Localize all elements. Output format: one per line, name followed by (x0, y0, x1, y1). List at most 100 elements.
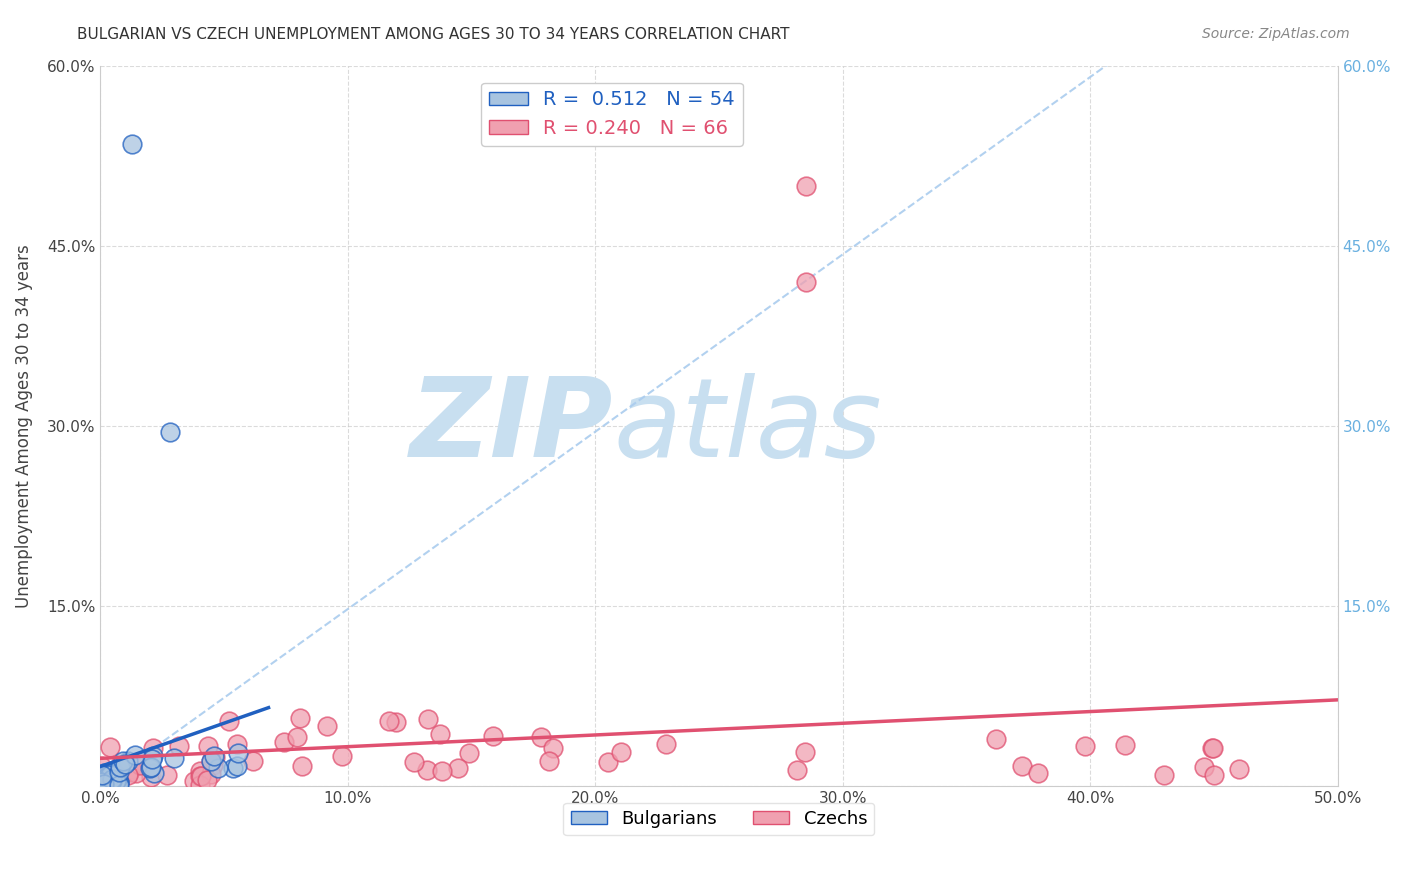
Point (316, 719, 339, 733)
Point (538, 754, 561, 768)
Point (228, 746, 250, 760)
Point (159, 425, 181, 439)
Point (108, 757, 131, 772)
Point (530, 730, 553, 744)
Point (105, 772, 128, 786)
Point (377, 714, 399, 728)
Point (163, 751, 186, 765)
Point (100, 766, 122, 780)
Point (93, 775, 115, 789)
Point (103, 776, 125, 790)
Point (481, 729, 503, 743)
Point (124, 748, 146, 763)
Point (98, 774, 121, 789)
Point (200, 767, 222, 781)
Point (1227, 762, 1250, 776)
Point (96, 779, 118, 793)
Point (984, 732, 1007, 747)
Point (786, 763, 808, 777)
Point (93, 777, 115, 791)
Point (93, 765, 115, 780)
Point (128, 758, 150, 772)
Point (458, 746, 481, 760)
Y-axis label: Unemployment Among Ages 30 to 34 years: Unemployment Among Ages 30 to 34 years (15, 244, 32, 608)
Point (207, 761, 229, 775)
Point (1073, 739, 1095, 753)
Point (202, 749, 225, 764)
Point (108, 775, 131, 789)
Point (200, 754, 222, 768)
Point (97, 766, 120, 780)
Point (112, 758, 135, 772)
Point (188, 778, 211, 792)
Point (101, 772, 124, 786)
Point (416, 712, 439, 726)
Point (105, 779, 128, 793)
Point (654, 737, 676, 751)
Point (197, 739, 219, 753)
Point (101, 766, 124, 780)
Point (90, 759, 112, 773)
Point (195, 773, 218, 788)
Text: atlas: atlas (614, 373, 883, 480)
Point (416, 763, 439, 777)
Point (125, 765, 148, 780)
Point (794, 746, 817, 760)
Point (222, 761, 245, 775)
Point (121, 136, 143, 151)
Point (1114, 738, 1136, 752)
Point (104, 778, 127, 792)
Point (96, 768, 118, 782)
Point (429, 727, 451, 741)
Point (204, 750, 226, 764)
Point (98, 739, 121, 754)
Point (112, 754, 135, 768)
Text: BULGARIAN VS CZECH UNEMPLOYMENT AMONG AGES 30 TO 34 YEARS CORRELATION CHART: BULGARIAN VS CZECH UNEMPLOYMENT AMONG AG… (77, 27, 790, 42)
Point (330, 748, 353, 763)
Point (90, 772, 112, 787)
Point (139, 760, 162, 774)
Point (273, 735, 295, 749)
Point (91, 778, 114, 792)
Point (430, 764, 453, 778)
Point (610, 745, 633, 759)
Point (1011, 759, 1033, 773)
Point (541, 740, 564, 755)
Point (104, 773, 127, 788)
Point (108, 775, 131, 789)
Point (114, 757, 136, 772)
Point (291, 759, 314, 773)
Point (117, 765, 139, 780)
Point (226, 737, 249, 751)
Text: ZIP: ZIP (411, 373, 614, 480)
Point (103, 777, 125, 791)
Point (117, 754, 139, 768)
Point (285, 731, 308, 745)
Point (90, 775, 112, 789)
Point (188, 764, 211, 779)
Point (90, 768, 112, 782)
Point (97, 768, 120, 782)
Point (93, 777, 115, 791)
Point (108, 778, 131, 792)
Point (385, 714, 408, 729)
Point (167, 739, 190, 753)
Point (226, 759, 249, 773)
Point (110, 760, 132, 774)
Legend: Bulgarians, Czechs: Bulgarians, Czechs (564, 803, 875, 835)
Point (101, 774, 124, 789)
Point (1026, 765, 1049, 780)
Point (142, 741, 165, 756)
Point (218, 714, 240, 728)
Point (404, 755, 426, 769)
Point (101, 766, 124, 780)
Point (1153, 767, 1175, 781)
Point (141, 748, 163, 763)
Point (117, 768, 139, 782)
Point (91, 778, 114, 792)
Point (101, 770, 124, 784)
Point (93, 772, 115, 786)
Point (120, 762, 142, 776)
Point (794, 178, 817, 193)
Point (447, 761, 470, 775)
